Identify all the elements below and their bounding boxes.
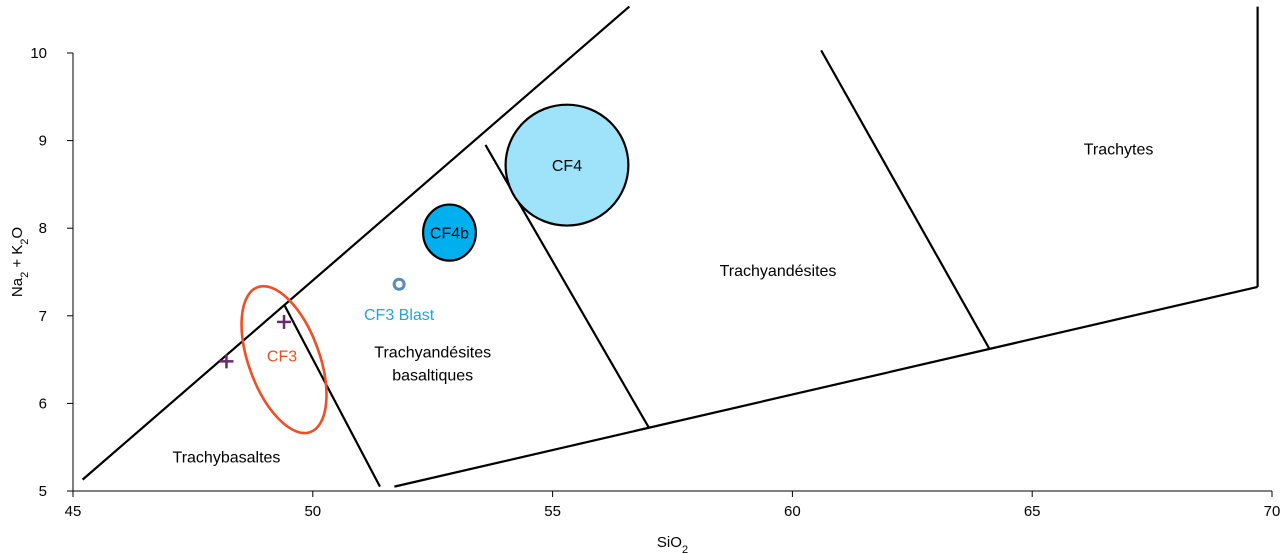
- y-tick-label: 5: [39, 483, 47, 500]
- data-point-cross-1: [219, 354, 234, 369]
- field-label-trachybasaltes: Trachybasaltes: [173, 450, 281, 467]
- x-tick-label: 45: [65, 503, 82, 520]
- y-tick-label: 10: [30, 45, 47, 62]
- boundary-trachyandesite-trachyte-divide: [820, 49, 990, 349]
- field-boundaries: [81, 5, 1259, 488]
- boundary-trachybasalt-upper: [81, 5, 631, 481]
- field-label-trachyandesites-basaltiques-2: basaltiques: [392, 367, 473, 384]
- boundary-basalt-trachy-divide: [283, 303, 381, 488]
- field-labels: Trachybasaltes Trachyandésites basaltiques…: [173, 141, 1154, 466]
- field-label-trachyandesites-basaltiques-1: Trachyandésites: [374, 345, 491, 362]
- x-tick-label: 55: [544, 503, 561, 520]
- x-tick-label: 70: [1264, 503, 1281, 520]
- x-axis-title: SiO2: [657, 534, 688, 553]
- y-axis-title: Na2 + K2O: [9, 227, 31, 297]
- sample-cf4b-label: CF4b: [430, 226, 469, 243]
- sample-cf3-label: CF3: [267, 349, 297, 366]
- sample-cf3-marker: [240, 284, 328, 435]
- data-point-cross-2: [277, 314, 292, 329]
- sample-cf3-blast-label: CF3 Blast: [364, 307, 435, 324]
- sample-cf4b-marker: [422, 203, 477, 262]
- axes: 45 50 55 60 65 70 5 6 7 8 9 10: [30, 45, 1280, 520]
- boundary-lower-boundary: [394, 285, 1258, 488]
- sample-markers: CF4 CF4b CF3 Blast CF3: [219, 103, 630, 435]
- y-tick-label: 8: [39, 220, 47, 237]
- x-tick-label: 60: [784, 503, 801, 520]
- x-tick-label: 65: [1024, 503, 1041, 520]
- x-tick-label: 50: [304, 503, 321, 520]
- y-tick-label: 9: [39, 133, 47, 150]
- sample-cf4-marker: [504, 103, 630, 227]
- sample-cf4-label: CF4: [552, 158, 582, 175]
- field-label-trachytes: Trachytes: [1084, 141, 1154, 158]
- y-tick-label: 7: [39, 308, 47, 325]
- sample-cf3-blast-marker: [392, 277, 406, 291]
- field-label-trachyandesites: Trachyandésites: [720, 263, 837, 280]
- y-tick-label: 6: [39, 395, 47, 412]
